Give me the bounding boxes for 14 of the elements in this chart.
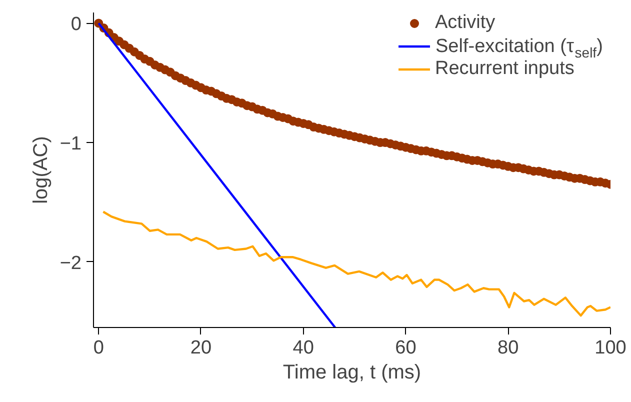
line-series (102, 210, 610, 317)
x-tick-label: 60 (395, 338, 416, 358)
x-tick-label: 0 (93, 338, 104, 358)
x-tick-label: 100 (594, 338, 626, 358)
x-tick-label: 20 (190, 338, 212, 358)
y-tick-label: −1 (60, 134, 82, 155)
y-axis-title: log(AC) (30, 136, 52, 204)
legend-label: Recurrent inputs (435, 58, 574, 79)
y-tick-label: 0 (70, 14, 82, 36)
x-axis-title: Time lag, t (ms) (282, 362, 422, 384)
y-tick-label: −2 (60, 252, 82, 274)
x-tick-label: 40 (292, 338, 314, 358)
x-tick-label: 80 (498, 338, 519, 358)
legend-label: Activity (435, 12, 496, 34)
